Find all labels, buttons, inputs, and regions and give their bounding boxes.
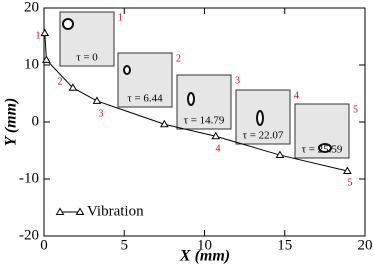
marker (160, 119, 169, 128)
inset-tau: τ = 22.07 (243, 130, 284, 142)
inset-tau: τ = 25.59 (302, 144, 343, 156)
inset-tau: τ = 6.44 (127, 93, 163, 105)
legend-label: Vibration (87, 203, 144, 219)
inset-blob (62, 18, 74, 30)
inset-image (117, 52, 173, 108)
marker (68, 83, 78, 91)
x-tick-label: 15 (277, 237, 292, 253)
inset: τ = 25.59 5 (294, 103, 358, 159)
legend-marker (55, 207, 65, 215)
marker (275, 150, 285, 159)
inset-label: 1 (118, 12, 123, 23)
x-tick-label: 20 (358, 237, 373, 253)
inset: τ = 6.44 2 (117, 52, 181, 108)
inset-label: 5 (353, 104, 358, 115)
point-label: 5 (348, 177, 353, 188)
y-tick-label: -10 (19, 170, 39, 186)
inset-blob (256, 110, 264, 126)
inset-image (176, 74, 232, 130)
point-label: 1 (36, 30, 41, 41)
marker (342, 166, 352, 175)
marker (92, 96, 102, 104)
y-tick-label: 10 (24, 56, 39, 72)
series-line (44, 33, 348, 172)
point-label: 4 (216, 143, 221, 154)
inset-blob (187, 92, 195, 106)
x-axis-label: X (mm) (179, 248, 230, 265)
x-tick-label: 5 (121, 237, 129, 253)
y-axis-label: Y (mm) (3, 98, 20, 147)
x-tick-label: 10 (197, 237, 212, 253)
inset: τ = 14.79 3 (176, 74, 240, 130)
inset-tau: τ = 14.79 (184, 115, 225, 127)
marker (42, 55, 51, 63)
y-tick-label: -20 (19, 227, 39, 243)
inset-label: 4 (294, 90, 299, 101)
inset: τ = 22.07 4 (235, 89, 299, 145)
legend-marker (75, 207, 85, 215)
inset-label: 2 (176, 53, 181, 64)
marker (211, 131, 221, 140)
point-label: 2 (58, 76, 63, 87)
x-tick-label: 0 (40, 237, 48, 253)
inset-blob (123, 65, 131, 75)
inset-tau: τ = 0 (76, 52, 98, 64)
inset: τ = 0 1 (59, 11, 123, 67)
marker (40, 28, 50, 37)
inset-label: 3 (235, 75, 240, 86)
y-tick-label: 0 (32, 113, 40, 129)
point-label: 3 (99, 108, 104, 119)
inset-blob (318, 143, 332, 153)
y-tick-label: 20 (24, 0, 39, 15)
